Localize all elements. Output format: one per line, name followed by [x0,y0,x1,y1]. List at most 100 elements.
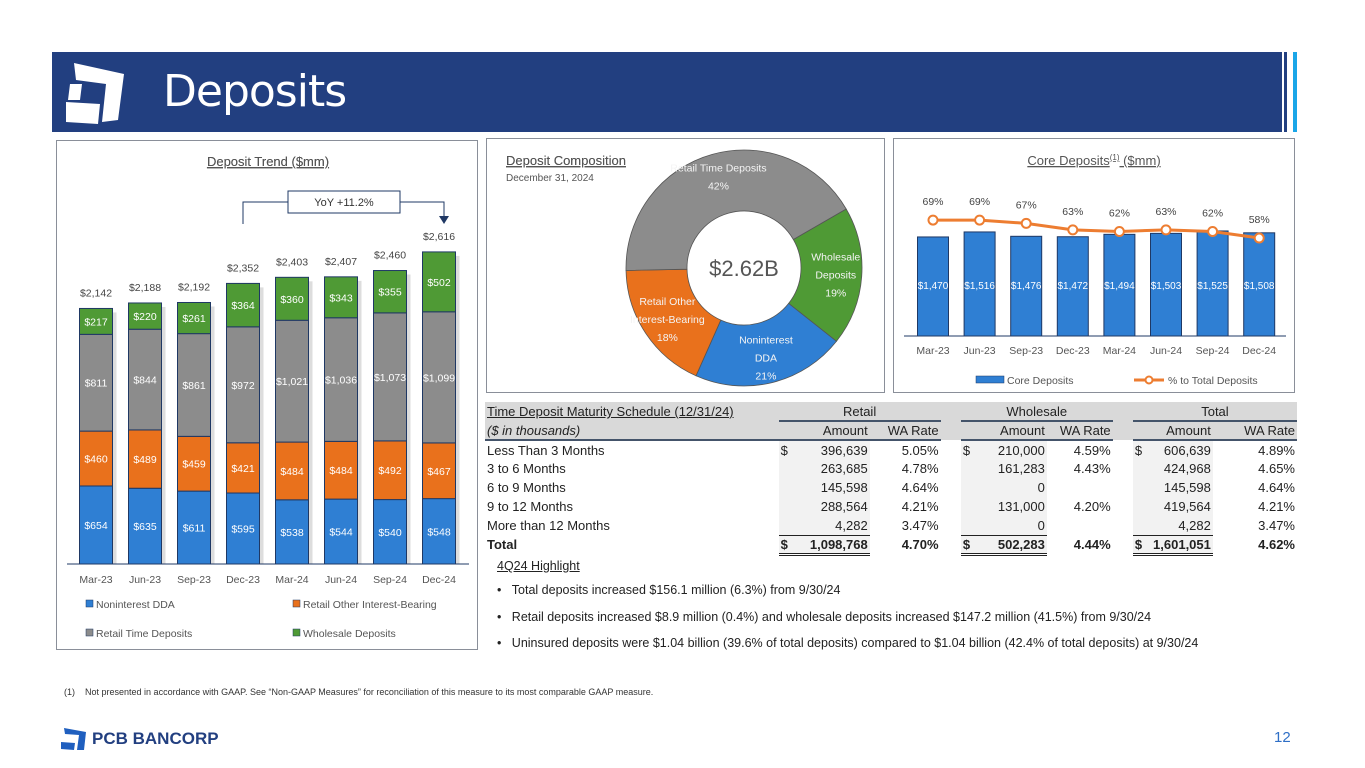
highlight-title: 4Q24 Highlight [497,559,580,573]
core-deposits-title-main: Core Deposits [1027,153,1110,168]
bar-label: $1,503 [1151,281,1182,292]
cell-rr: 5.05% [870,440,941,459]
bar-segment [422,442,456,500]
legend-swatch [85,628,94,637]
bar-segment [226,492,260,565]
slice-label: Noninterest [739,334,793,346]
cell-value: 4.21% [1258,499,1295,514]
bar-segment [324,440,358,500]
cell-ta: 424,968 [1132,459,1213,478]
core-deposit-bar [1056,236,1089,337]
slice-label: 18% [657,332,678,344]
annotation-text: YoY +11.2% [314,197,374,209]
deposit-trend-panel: Deposit Trend ($mm) Deposit Trend ($mm) … [56,140,478,650]
page-title: Deposits [163,66,347,117]
bar-label: $1,508 [1244,281,1275,292]
col-rate: WA Rate [869,421,941,441]
legend-label: Wholesale Deposits [303,628,396,640]
cell-label: 9 to 12 Months [485,497,779,516]
slice-label: Interest-Bearing [630,314,705,326]
bar-segment [226,326,260,444]
cell-value: 288,564 [820,499,868,514]
bar-segment [324,498,358,565]
segment-label: $460 [84,454,108,466]
segment-label: $654 [84,520,108,532]
dollar-sign: $ [1134,442,1143,458]
cell-value: 0 [1037,480,1045,495]
x-tick-label: Dec-24 [1242,345,1276,357]
donut-slice [625,149,847,271]
cell-value: 4.89% [1258,442,1295,458]
pct-point [974,214,986,226]
pct-label: 69% [922,196,943,208]
x-tick-label: Sep-24 [373,574,407,586]
segment-label: $484 [329,465,353,477]
col-rate: WA Rate [1046,421,1113,441]
bar-segment [226,442,260,494]
legend-marker-icon [1144,375,1154,385]
bar-label: $1,516 [964,281,995,292]
cell-value: 1,098,768 [809,536,868,552]
segment-label: $492 [378,465,402,477]
pct-point [1160,224,1172,236]
pct-label: 62% [1109,208,1130,220]
cell-value: 4.64% [1258,480,1295,495]
bar-segment [422,498,456,565]
cell-ta: 145,598 [1132,478,1213,497]
legend-label: % to Total Deposits [1168,375,1258,387]
cell-wr [1047,516,1113,535]
cell-value: 4.59% [1073,442,1111,458]
annotation-line [242,201,288,224]
donut-slice [788,208,863,342]
group-total: Total [1132,402,1297,422]
cell-value: 145,598 [1163,480,1211,495]
bar-segment [79,430,113,487]
cell-value: 4.70% [901,537,939,552]
cell-wr: 4.43% [1047,459,1113,478]
pct-label: 63% [1155,206,1176,218]
x-tick-label: Dec-24 [422,574,456,586]
cell-value: 4.62% [1258,537,1295,552]
cell-tr: 4.65% [1213,459,1297,478]
legend-swatch [292,628,301,637]
pct-label: 67% [1016,199,1037,211]
bar-segment [177,333,211,437]
pct-point [1207,226,1219,238]
cell-value: 396,639 [820,442,868,458]
total-label: $2,460 [374,250,406,262]
bar-segment [79,333,113,432]
segment-label: $538 [280,527,304,539]
pcb-logo-icon [61,728,86,750]
dollar-sign: $ [962,536,971,552]
cell-label: Total [485,535,779,554]
chart-title: Deposit Composition [506,153,626,168]
segment-label: $364 [231,300,255,312]
col-amount: Amount [778,421,870,441]
cell-wa: $210,000 [960,440,1047,459]
bar-segment [275,276,309,321]
cell-value: 4.44% [1073,537,1111,552]
slice-label: 42% [708,180,729,192]
segment-label: $355 [378,287,402,299]
core-deposits-panel: Core Deposits(1) ($mm) $1,470 Mar-23 $1,51… [893,138,1295,393]
cell-value: 6 to 9 Months [487,480,566,495]
bar-segment [128,302,162,330]
deposit-trend-title: Deposit Trend ($mm) [207,154,329,169]
deposit-trend-chart: Deposit Trend ($mm) Deposit Trend ($mm) … [67,154,469,640]
segment-label: $861 [182,380,206,392]
slice-label: 19% [825,288,846,300]
slice-label: Retail Time Deposits [670,162,766,174]
pct-label: 62% [1202,208,1223,220]
pct-point [1020,217,1032,229]
cell-value: 1,601,051 [1153,536,1211,552]
cell-value: 4,282 [835,517,868,533]
core-deposits-title: Core Deposits(1) ($mm) [1027,153,1160,168]
segment-label: $502 [427,277,451,289]
slice-label: 21% [755,370,776,382]
bar-segment [373,499,407,565]
bar-segment [373,312,407,442]
segment-label: $217 [84,316,108,328]
bar-segment [128,429,162,489]
header-divider [1284,52,1287,132]
segment-label: $220 [133,311,157,323]
